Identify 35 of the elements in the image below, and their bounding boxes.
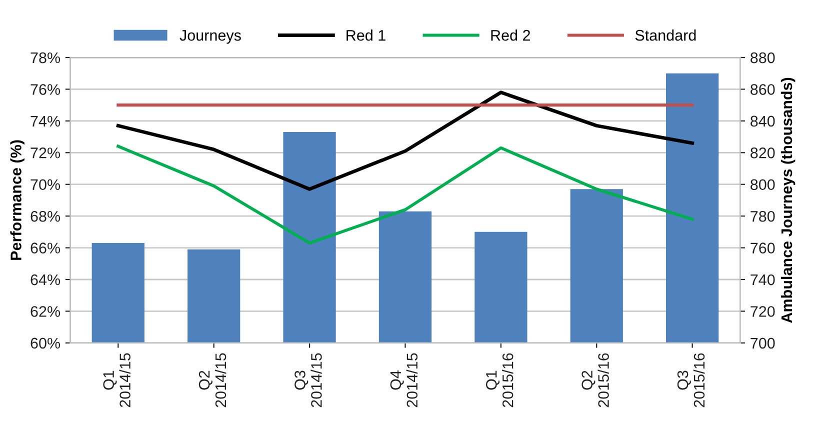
y2-tick-label: 780 [750,210,775,222]
x-tick-label: Q3 2015/16 [677,353,705,408]
y-tick-label: 78% [30,52,60,64]
legend-label: Red 2 [491,30,530,41]
y-axis-title: Performance (%) [10,140,24,260]
y2-tick-label: 860 [750,84,775,95]
y-tick-label: 62% [30,306,60,317]
legend-label: Journeys [180,30,241,44]
y2-tick-label: 840 [750,116,775,127]
y-tick-label: 76% [30,84,60,95]
y-tick-label: 64% [30,274,60,286]
legend-label: Red 1 [346,30,386,41]
y2-tick-label: 700 [750,338,775,349]
y-tick-label: 74% [30,116,60,127]
y2-tick-label: 880 [750,52,775,64]
x-tick-label: Q2 2015/16 [582,353,609,408]
y2-tick-label: 720 [750,306,775,317]
y-tick-label: 68% [30,210,60,222]
y-tick-label: 66% [30,242,60,254]
x-tick-label: Q3 2014/15 [294,353,322,408]
y-tick-label: 72% [30,148,60,158]
y2-tick-label: 760 [750,242,775,254]
line-series [116,90,694,191]
y-tick-label: 60% [30,338,60,349]
y2-axis-title: Ambulance Journeys (thousands) [780,78,796,323]
x-tick-label: Q1 2015/16 [486,353,514,408]
y2-tick-label: 820 [750,148,775,158]
y2-tick-label: 800 [750,179,775,190]
line-series [116,144,694,245]
legend-label: Standard [635,30,696,41]
x-tick-label: Q1 2014/15 [103,353,130,408]
y-tick-label: 70% [30,179,60,190]
x-tick-label: Q4 2014/15 [390,353,418,408]
y2-tick-label: 740 [750,274,775,286]
x-tick-label: Q2 2014/15 [198,353,226,408]
